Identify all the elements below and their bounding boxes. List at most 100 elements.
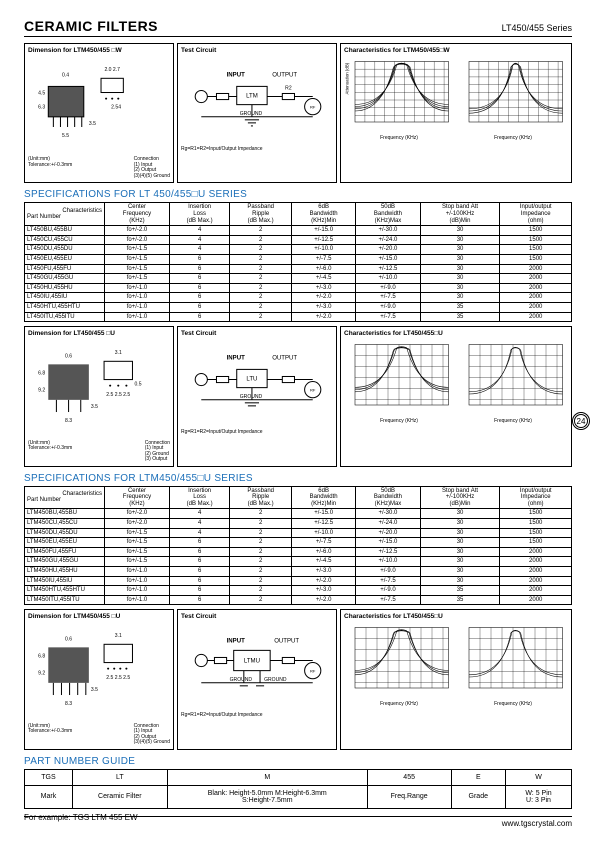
test-circuit-panel-2: Test Circuit LTU INPUT OUTPUT RF GROUND …: [177, 326, 337, 466]
x-axis-label: Frequency (KHz): [458, 701, 568, 707]
x-axis-label: Frequency (KHz): [344, 135, 454, 141]
svg-text:2.54: 2.54: [111, 105, 121, 111]
test-note: Rg=R1=R2=Input/Output Impedance: [181, 147, 333, 153]
char-chart-left: Frequency (KHz): [344, 339, 454, 424]
svg-text:INPUT: INPUT: [227, 72, 245, 78]
dimension-panel-w: Dimension for LTM450/455 □W 0.4 2.0 2.7 …: [24, 43, 174, 183]
connection-note: Connection(1) Input (2) Ground (3) Outpu…: [145, 441, 170, 463]
test-note: Rg=R1=R2=Input/Output Impedance: [181, 713, 333, 719]
characteristics-panel-1: Characteristics for LTM450/455□W Attenua…: [340, 43, 572, 183]
spec-table-2: CharacteristicsPart Number Center Freque…: [24, 486, 572, 606]
svg-text:8.3: 8.3: [65, 418, 72, 424]
svg-text:2.5 2.5 2.5: 2.5 2.5 2.5: [106, 392, 130, 398]
table-row: LT450HU,455HUfo+/-1.062+/-3.0+/-9.030200…: [25, 283, 572, 293]
svg-text:3.5: 3.5: [91, 404, 98, 410]
panel-title: Dimension for LTM450/455 □W: [28, 47, 170, 54]
table-row: LT450HTU,455HTUfo+/-1.062+/-3.0+/-9.0352…: [25, 302, 572, 312]
svg-text:8.3: 8.3: [65, 701, 72, 707]
spec-heading-2: SPECIFICATIONS FOR LTM450/455□U SERIES: [24, 473, 572, 484]
dimension-drawing-w: 0.4 2.0 2.7 4.5 6.3 5.5 3.5 2.54: [28, 56, 170, 157]
panel-title: Test Circuit: [181, 47, 333, 54]
svg-text:4.5: 4.5: [38, 91, 45, 97]
svg-text:3.1: 3.1: [115, 633, 122, 639]
dimension-drawing-mu: 0.6 3.1 6.8 9.2 8.3 3.5 2.5 2.5 2.5: [28, 622, 170, 723]
char-chart-left: Attenuation (dB) Frequency (KHz): [344, 56, 454, 141]
panel-title: Dimension for LTM450/455 □U: [28, 613, 170, 620]
svg-text:INPUT: INPUT: [227, 639, 245, 645]
table-row: LT450EU,455EUfo+/-1.562+/-7.5+/-15.03015…: [25, 254, 572, 264]
char-chart-left: Frequency (KHz): [344, 622, 454, 707]
svg-text:OUTPUT: OUTPUT: [274, 639, 299, 645]
unit-note: (Unit:mm) Tolerance:+/-0.3mm: [28, 441, 72, 463]
char-chart-right: Frequency (KHz): [458, 56, 568, 141]
svg-text:5.5: 5.5: [62, 133, 69, 139]
svg-text:0.5: 0.5: [134, 382, 141, 388]
table-row: LTM450GU,455GUfo+/-1.562+/-4.5+/-10.0302…: [25, 557, 572, 567]
table-row: LTM450HTU,455HTUfo+/-1.062+/-3.0+/-9.035…: [25, 586, 572, 596]
pn-guide-heading: PART NUMBER GUIDE: [24, 756, 572, 767]
char-chart-right: Frequency (KHz): [458, 622, 568, 707]
panel-title: Test Circuit: [181, 613, 333, 620]
table-row: LTM450FU,455FUfo+/-1.562+/-6.0+/-12.5302…: [25, 547, 572, 557]
test-circuit-diagram: LTMU INPUT OUTPUT RF GROUNDGROUND: [181, 622, 333, 713]
table-row: LTM450DU,455DUfo+/-1.542+/-10.0+/-20.030…: [25, 528, 572, 538]
svg-text:9.2: 9.2: [38, 388, 45, 394]
page-footer: www.tgscrystal.com: [24, 816, 572, 828]
panel-title: Characteristics for LTM450/455□W: [344, 47, 568, 54]
connection-note: Connection(1) Input (2) Output (3)(4)(5)…: [134, 157, 170, 179]
test-note: Rg=R1=R2=Input/Output Impedance: [181, 430, 333, 436]
unit-note: (Unit:mm) Tolerance:+/-0.3mm: [28, 157, 72, 179]
x-axis-label: Frequency (KHz): [344, 701, 454, 707]
table-row: LT450GU,455GUfo+/-1.562+/-4.5+/-10.03020…: [25, 274, 572, 284]
panel-title: Dimension for LT450/455 □U: [28, 330, 170, 337]
svg-text:OUTPUT: OUTPUT: [272, 355, 297, 361]
svg-text:9.2: 9.2: [38, 671, 45, 677]
svg-text:RF: RF: [310, 388, 316, 393]
table-row: LT450BU,455BUfo+/-2.042+/-15.0+/-30.0301…: [25, 226, 572, 236]
svg-text:Attenuation (dB): Attenuation (dB): [344, 62, 349, 94]
panel-row-1: Dimension for LTM450/455 □W 0.4 2.0 2.7 …: [24, 43, 572, 183]
x-axis-label: Frequency (KHz): [458, 418, 568, 424]
table-row: LT450ITU,455ITUfo+/-1.062+/-2.0+/-7.5352…: [25, 312, 572, 322]
svg-text:INPUT: INPUT: [227, 355, 245, 361]
table-row: LT450DU,455DUfo+/-1.542+/-10.0+/-20.0301…: [25, 245, 572, 255]
dimension-panel-mu: Dimension for LTM450/455 □U 0.6 3.1 6.8 …: [24, 609, 174, 749]
svg-text:0.4: 0.4: [62, 72, 69, 78]
characteristics-panel-2: Characteristics for LT450/455□U Frequenc…: [340, 326, 572, 466]
panel-title: Characteristics for LT450/455□U: [344, 613, 568, 620]
unit-note: (Unit:mm) Tolerance:+/-0.3mm: [28, 724, 72, 746]
test-circuit-diagram: LTM INPUT OUTPUT R2 RF GROUND: [181, 56, 333, 147]
connection-note: Connection(1) Input (2) Output (3)(4)(5)…: [134, 724, 170, 746]
table-row: LTM450EU,455EUfo+/-1.562+/-7.5+/-15.0301…: [25, 538, 572, 548]
svg-text:OUTPUT: OUTPUT: [272, 72, 297, 78]
page-number-badge: 24: [572, 412, 590, 430]
panel-title: Test Circuit: [181, 330, 333, 337]
table-row: LTM450ITU,455ITUfo+/-1.062+/-2.0+/-7.535…: [25, 595, 572, 605]
table-row: LT450FU,455FUfo+/-1.562+/-6.0+/-12.53020…: [25, 264, 572, 274]
svg-text:0.6: 0.6: [65, 353, 72, 359]
svg-text:6.8: 6.8: [38, 371, 45, 377]
dimension-drawing-u: 0.6 3.1 6.8 9.2 8.3 3.5 2.5 2.5 2.5 0.5: [28, 339, 170, 440]
panel-row-3: Dimension for LTM450/455 □U 0.6 3.1 6.8 …: [24, 609, 572, 749]
test-circuit-diagram: LTU INPUT OUTPUT RF GROUND: [181, 339, 333, 430]
svg-text:GROUND: GROUND: [240, 394, 263, 400]
char-chart-right: Frequency (KHz): [458, 339, 568, 424]
x-axis-label: Frequency (KHz): [344, 418, 454, 424]
x-axis-label: Frequency (KHz): [458, 135, 568, 141]
svg-text:3.1: 3.1: [115, 350, 122, 356]
table-row: LTM450HU,455HUfo+/-1.062+/-3.0+/-9.03020…: [25, 566, 572, 576]
test-circuit-panel-1: Test Circuit LTM INPUT OUTPUT R2 RF GROU…: [177, 43, 337, 183]
svg-text:2.0 2.7: 2.0 2.7: [104, 67, 120, 73]
panel-row-2: Dimension for LT450/455 □U 0.6 3.1 6.8 9…: [24, 326, 572, 466]
svg-text:6.8: 6.8: [38, 654, 45, 660]
series-label: LT450/455 Series: [502, 23, 572, 33]
part-number-guide-table: TGS LT M 455 E W Mark Ceramic Filter Bla…: [24, 769, 572, 809]
test-circuit-panel-3: Test Circuit LTMU INPUT OUTPUT RF GROUND…: [177, 609, 337, 749]
svg-text:0.6: 0.6: [65, 637, 72, 643]
svg-text:3.5: 3.5: [91, 687, 98, 693]
panel-title: Characteristics for LT450/455□U: [344, 330, 568, 337]
spec-table-1: CharacteristicsPart Number Center Freque…: [24, 202, 572, 322]
svg-text:GROUND: GROUND: [240, 111, 263, 117]
svg-text:RF: RF: [310, 669, 316, 674]
svg-text:R2: R2: [285, 85, 292, 91]
